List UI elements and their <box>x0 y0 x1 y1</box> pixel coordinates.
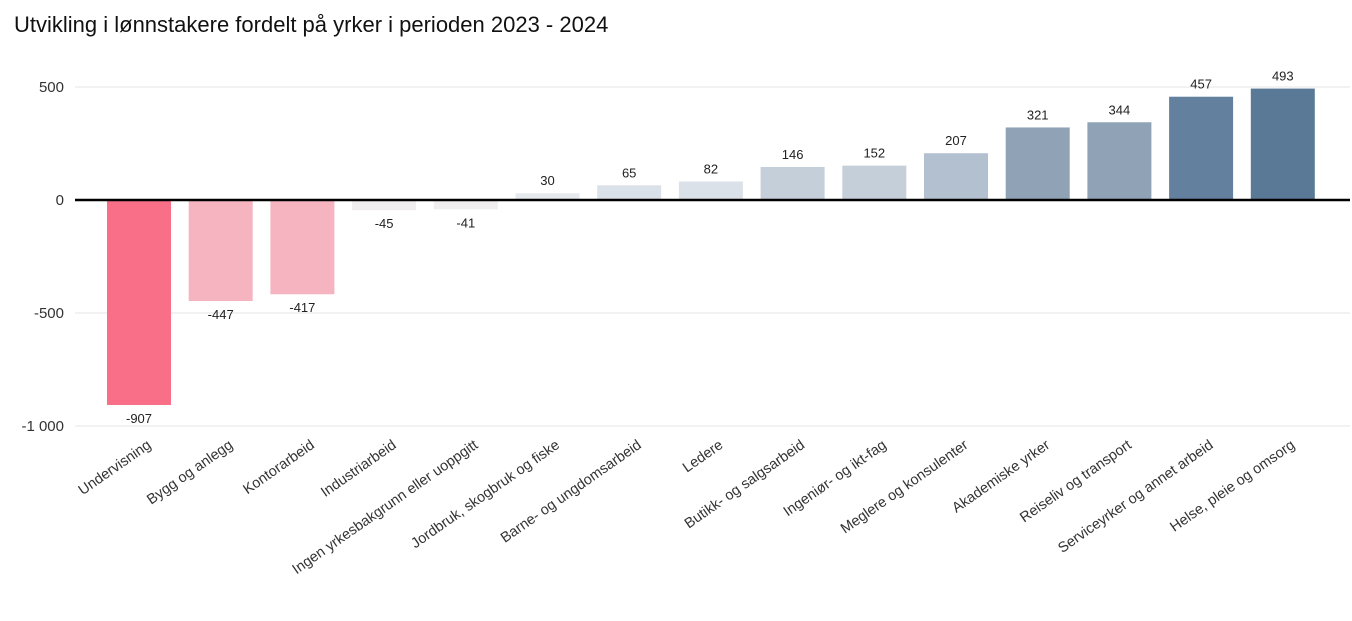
x-tick-label: Serviceyrker og annet arbeid <box>1055 437 1216 556</box>
bar <box>433 200 498 210</box>
data-label: 457 <box>1190 77 1212 92</box>
data-label: 207 <box>945 133 967 148</box>
data-label: 152 <box>863 146 885 161</box>
bar <box>1169 96 1234 200</box>
bar <box>515 193 580 200</box>
data-label: -447 <box>208 307 234 322</box>
data-label: -417 <box>289 300 315 315</box>
bar <box>270 200 335 295</box>
x-tick-label: Bygg og anlegg <box>144 437 236 508</box>
data-label: 65 <box>622 165 636 180</box>
bar <box>107 200 171 405</box>
x-tick-label: Ledere <box>680 437 726 476</box>
y-tick-label: -1 000 <box>21 418 64 435</box>
x-tick-label: Barne- og ungdomsarbeid <box>498 437 645 546</box>
bar <box>188 200 253 302</box>
data-label: 493 <box>1272 69 1294 84</box>
bar <box>842 165 907 200</box>
y-tick-label: 0 <box>56 192 64 209</box>
data-label: 30 <box>540 173 554 188</box>
bar <box>760 167 825 200</box>
data-label: 344 <box>1109 102 1131 117</box>
data-label: -45 <box>375 216 394 231</box>
bar <box>924 153 988 200</box>
bar <box>352 200 417 211</box>
bars <box>107 88 1315 405</box>
data-label: -907 <box>126 411 152 426</box>
data-label: -41 <box>456 215 475 230</box>
bar <box>678 181 743 200</box>
chart-title: Utvikling i lønnstakere fordelt på yrker… <box>14 12 609 37</box>
x-tick-label: Industriarbeid <box>318 437 399 501</box>
x-tick-label: Jordbruk, skogbruk og fiske <box>408 437 562 552</box>
y-tick-label: -500 <box>34 305 64 322</box>
axes: 500 0 -500 -1 000 <box>21 79 1350 435</box>
x-tick-label: Undervisning <box>76 437 155 499</box>
y-tick-label: 500 <box>39 79 64 96</box>
data-label: 321 <box>1027 107 1049 122</box>
bar <box>1087 122 1152 200</box>
bar <box>597 185 662 200</box>
gridlines <box>75 86 1350 427</box>
bar <box>1250 88 1315 200</box>
data-label: 146 <box>782 147 804 162</box>
x-tick-label: Kontorarbeid <box>241 437 318 498</box>
bar <box>1005 127 1070 200</box>
data-label: 82 <box>704 161 718 176</box>
